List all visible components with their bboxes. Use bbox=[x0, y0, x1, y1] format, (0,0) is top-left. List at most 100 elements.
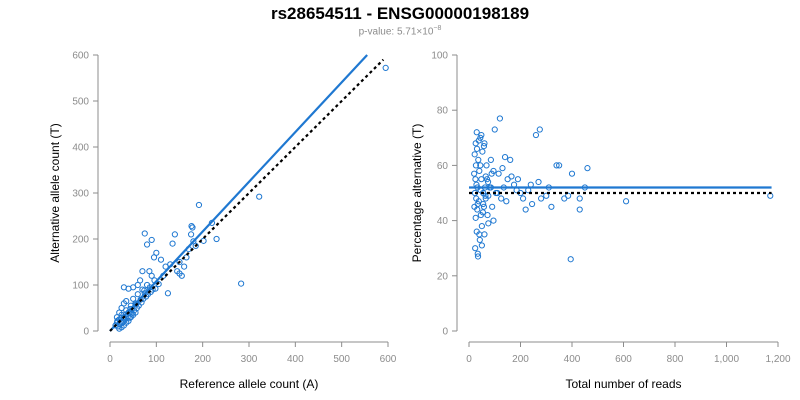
x-tick-label: 300 bbox=[241, 354, 258, 365]
data-point bbox=[498, 195, 505, 202]
x-tick-label: 400 bbox=[564, 354, 581, 365]
data-point bbox=[535, 178, 542, 186]
y-axis-label: Alternative allele count (T) bbox=[48, 123, 62, 262]
y-tick-label: 40 bbox=[437, 216, 449, 227]
data-point bbox=[134, 291, 141, 298]
data-point bbox=[499, 165, 506, 172]
data-point bbox=[479, 209, 487, 216]
data-point bbox=[519, 195, 527, 202]
data-point bbox=[490, 217, 497, 224]
x-tick-label: 100 bbox=[148, 354, 165, 365]
y-tick-label: 500 bbox=[72, 97, 89, 108]
scatter-panel-percentage-alternative: 0 200 400 600 800 1,000 1,200 0 20 40 60 80 100 Total… bbox=[410, 51, 791, 392]
data-point bbox=[522, 206, 529, 213]
y-tick-label: 0 bbox=[83, 327, 89, 338]
y-tick-label: 100 bbox=[431, 51, 448, 62]
data-point bbox=[195, 201, 203, 209]
y-tick-label: 60 bbox=[437, 161, 449, 172]
x-tick-label: 1,000 bbox=[714, 354, 739, 365]
data-point bbox=[481, 140, 488, 147]
x-axis-label: Total number of reads bbox=[565, 377, 681, 391]
y-axis-label: Percentage alternative (T) bbox=[410, 124, 424, 263]
data-point bbox=[532, 131, 540, 139]
data-point bbox=[479, 148, 486, 155]
data-point bbox=[192, 242, 199, 249]
data-point bbox=[548, 203, 555, 210]
data-point bbox=[556, 162, 563, 169]
data-point bbox=[213, 235, 220, 243]
data-point bbox=[181, 263, 188, 270]
data-point bbox=[188, 223, 195, 230]
data-point bbox=[471, 170, 478, 177]
data-point bbox=[155, 280, 162, 288]
fit-line bbox=[109, 54, 368, 332]
data-point bbox=[471, 151, 478, 158]
data-point bbox=[495, 170, 502, 177]
data-point bbox=[484, 211, 491, 219]
data-point bbox=[132, 309, 139, 316]
data-point bbox=[553, 162, 560, 169]
data-point bbox=[143, 241, 151, 248]
data-point bbox=[576, 195, 583, 202]
data-point bbox=[178, 272, 185, 279]
data-point bbox=[472, 140, 479, 147]
x-tick-label: 0 bbox=[107, 354, 113, 365]
reference-line bbox=[109, 58, 385, 332]
p-value-subtitle: p-value: 5.71×10−8 bbox=[0, 25, 800, 37]
chart-title: rs28654511 - ENSG00000198189 bbox=[270, 4, 530, 23]
y-tick-label: 400 bbox=[72, 143, 89, 154]
data-point bbox=[485, 220, 492, 227]
data-point bbox=[123, 298, 130, 305]
data-point bbox=[382, 64, 389, 71]
data-point bbox=[478, 131, 485, 139]
data-point bbox=[576, 206, 583, 213]
x-tick-label: 500 bbox=[333, 354, 350, 365]
data-point bbox=[567, 256, 574, 263]
data-point bbox=[476, 236, 483, 244]
data-point bbox=[481, 231, 488, 238]
data-point bbox=[472, 176, 479, 183]
data-point bbox=[171, 231, 178, 238]
data-point bbox=[487, 156, 494, 163]
data-point bbox=[536, 126, 543, 133]
data-point bbox=[496, 115, 503, 122]
data-point bbox=[508, 173, 515, 180]
data-point bbox=[122, 311, 129, 318]
y-tick-label: 200 bbox=[72, 235, 89, 246]
x-tick-label: 600 bbox=[380, 354, 397, 365]
y-tick-label: 80 bbox=[437, 106, 449, 117]
data-point bbox=[491, 126, 498, 133]
data-point bbox=[503, 198, 510, 205]
data-point bbox=[126, 315, 133, 322]
data-point bbox=[148, 236, 155, 244]
x-axis-label: Reference allele count (A) bbox=[180, 377, 319, 391]
y-tick-label: 20 bbox=[437, 271, 449, 282]
data-point bbox=[164, 290, 172, 297]
data-point bbox=[489, 203, 496, 210]
data-point bbox=[568, 170, 576, 177]
data-point bbox=[157, 256, 165, 263]
data-point bbox=[472, 162, 480, 169]
data-point bbox=[475, 156, 482, 163]
data-point bbox=[584, 165, 591, 172]
data-point bbox=[474, 200, 481, 208]
y-tick-label: 100 bbox=[72, 281, 89, 292]
data-point bbox=[482, 192, 489, 199]
data-point bbox=[477, 162, 484, 169]
x-tick-label: 1,200 bbox=[765, 354, 790, 365]
x-tick-label: 800 bbox=[667, 354, 684, 365]
data-point bbox=[139, 268, 146, 275]
y-tick-label: 600 bbox=[72, 51, 89, 62]
data-point bbox=[473, 145, 481, 152]
data-point bbox=[174, 268, 181, 275]
data-point bbox=[478, 176, 485, 183]
data-point bbox=[507, 156, 514, 163]
data-point bbox=[480, 142, 488, 150]
data-point bbox=[187, 231, 195, 238]
data-point bbox=[169, 240, 176, 247]
data-point bbox=[538, 195, 545, 202]
data-point bbox=[238, 280, 245, 287]
x-tick-label: 200 bbox=[194, 354, 211, 365]
y-tick-label: 300 bbox=[72, 189, 89, 200]
